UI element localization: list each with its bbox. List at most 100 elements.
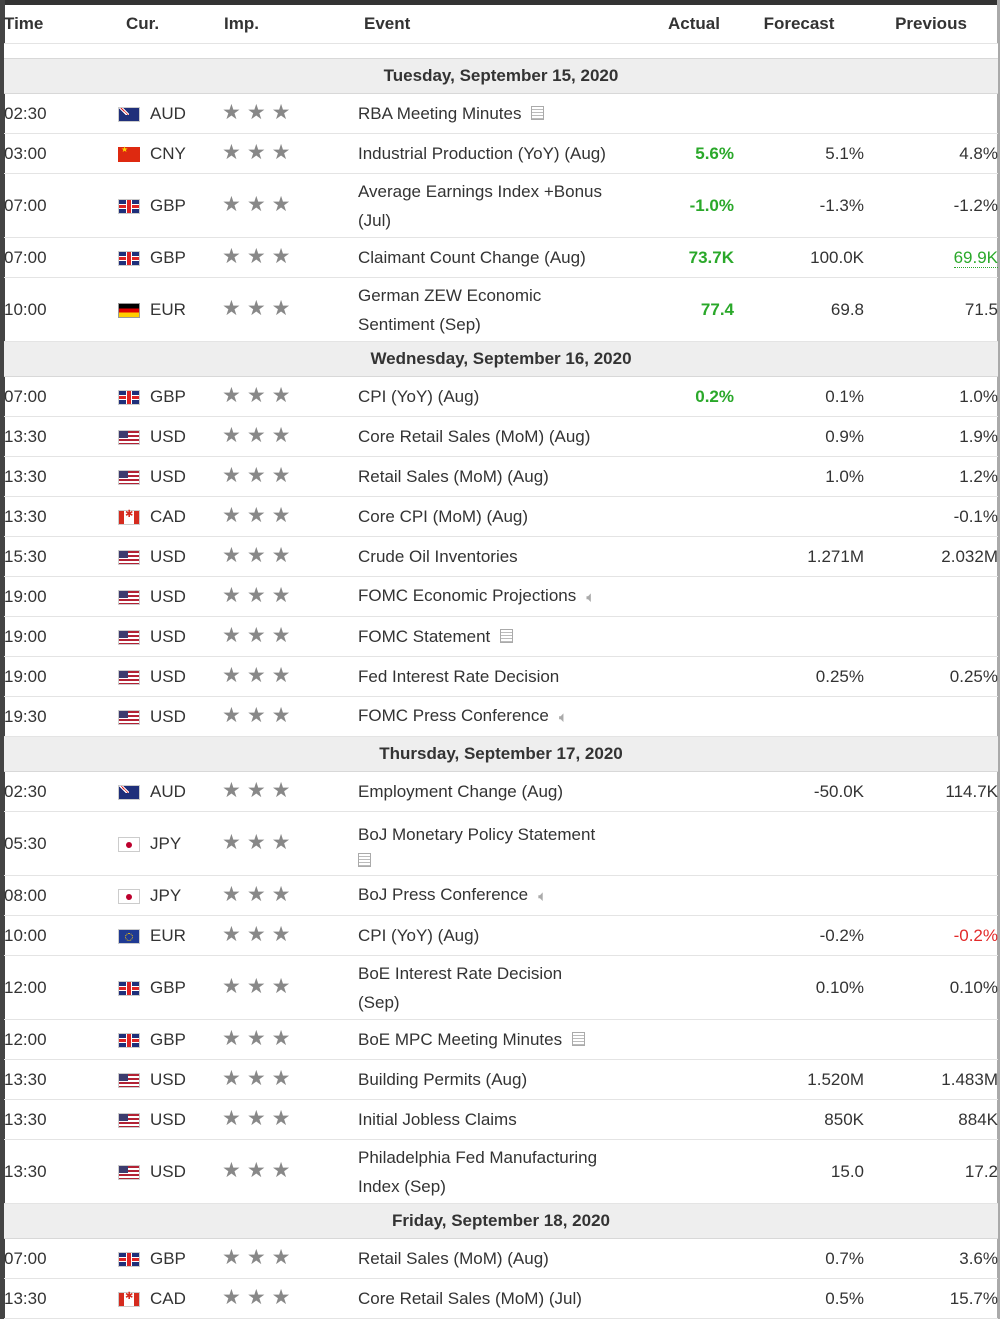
event-previous[interactable]: 69.9K [953, 247, 998, 268]
event-name[interactable]: Core Retail Sales (MoM) (Jul) [358, 1289, 582, 1308]
event-name[interactable]: Core CPI (MoM) (Aug) [358, 507, 529, 526]
document-icon[interactable] [500, 629, 514, 643]
event-cell[interactable]: BoE MPC Meeting Minutes [334, 1019, 644, 1060]
event-row[interactable]: 19:30 USD ★ ★ ★ FOMC Press Conference 🔈︎ [4, 696, 998, 737]
document-icon[interactable] [531, 106, 545, 120]
event-row[interactable]: 02:30 AUD ★ ★ ★ RBA Meeting Minutes [4, 93, 998, 134]
event-row[interactable]: 03:00CNY★★★Industrial Production (YoY) (… [4, 133, 998, 174]
event-name[interactable]: Initial Jobless Claims [358, 1110, 517, 1129]
event-name[interactable]: FOMC Statement [358, 627, 491, 646]
event-name[interactable]: German ZEW Economic Sentiment (Sep) [358, 285, 542, 334]
event-previous-cell [864, 93, 998, 134]
event-row[interactable]: 07:00 GBP ★ ★ ★ Retail Sales (MoM) (Aug) 0.7% 3… [4, 1238, 998, 1279]
event-name[interactable]: CPI (YoY) (Aug) [358, 926, 480, 945]
event-row[interactable]: 05:30 JPY ★ ★ ★ BoJ Monetary Policy Statement [4, 811, 998, 876]
event-row[interactable]: 10:00 EUR ★ ★ ★ CPI (YoY) (Aug) -0.2% -0.2% [4, 915, 998, 956]
event-cell[interactable]: Core Retail Sales (MoM) (Aug) [334, 416, 644, 457]
event-name[interactable]: Philadelphia Fed Manufacturing Index (Se… [358, 1147, 598, 1196]
event-cell[interactable]: BoJ Monetary Policy Statement [334, 811, 644, 876]
event-name[interactable]: Core Retail Sales (MoM) (Aug) [358, 427, 591, 446]
event-name[interactable]: BoJ Press Conference [358, 885, 529, 905]
event-name[interactable]: Fed Interest Rate Decision [358, 667, 560, 686]
event-cell[interactable]: Initial Jobless Claims [334, 1099, 644, 1140]
importance-stars: ★ ★ ★ [222, 780, 296, 802]
event-name[interactable]: Employment Change (Aug) [358, 782, 564, 801]
event-row[interactable]: 13:30 USD ★ ★ ★ Retail Sales (MoM) (Aug) 1.0% 1… [4, 456, 998, 497]
event-name[interactable]: Claimant Count Change (Aug) [358, 248, 586, 267]
speaker-icon[interactable]: 🔈︎ [538, 887, 548, 905]
header-event[interactable]: Event [334, 5, 644, 44]
event-cell[interactable]: Average Earnings Index +Bonus (Jul) [334, 173, 644, 238]
event-cell[interactable]: Retail Sales (MoM) (Aug) [334, 1238, 644, 1279]
us-flag-icon [118, 709, 140, 725]
event-row[interactable]: 19:00 USD ★ ★ ★ FOMC Statement [4, 616, 998, 657]
event-name[interactable]: BoE Interest Rate Decision (Sep) [358, 963, 563, 1012]
event-row[interactable]: 13:30 USD ★ ★ ★ Initial Jobless Claims 850K 884… [4, 1099, 998, 1140]
speaker-icon[interactable]: 🔈︎ [558, 708, 568, 726]
speaker-icon[interactable]: 🔈︎ [586, 588, 596, 606]
event-cell[interactable]: Retail Sales (MoM) (Aug) [334, 456, 644, 497]
event-row[interactable]: 19:00 USD ★ ★ ★ Fed Interest Rate Decision 0.2… [4, 656, 998, 697]
event-row[interactable]: 10:00 EUR ★ ★ ★ German ZEW Economic Sentiment… [4, 277, 998, 342]
event-row[interactable]: 13:30CAD★★★Core Retail Sales (MoM) (Jul)… [4, 1278, 998, 1319]
event-cell[interactable]: BoJ Press Conference 🔈︎ [334, 875, 644, 916]
event-name[interactable]: BoE MPC Meeting Minutes [358, 1030, 563, 1049]
event-name[interactable]: BoJ Monetary Policy Statement [358, 825, 596, 844]
event-row[interactable]: 13:30 USD ★ ★ ★ Philadelphia Fed Manufacturin… [4, 1139, 998, 1204]
event-cell[interactable]: Philadelphia Fed Manufacturing Index (Se… [334, 1139, 644, 1204]
event-name[interactable]: Crude Oil Inventories [358, 547, 518, 566]
event-row[interactable]: 13:30 USD ★ ★ ★ Building Permits (Aug) 1.520M 1… [4, 1059, 998, 1100]
event-name[interactable]: RBA Meeting Minutes [358, 104, 522, 123]
event-name[interactable]: Building Permits (Aug) [358, 1070, 528, 1089]
event-row[interactable]: 13:30CAD★★★Core CPI (MoM) (Aug)-0.1% [4, 496, 998, 537]
event-row[interactable]: 19:00 USD ★ ★ ★ FOMC Economic Projections 🔈︎ [4, 576, 998, 617]
event-row[interactable]: 02:30 AUD ★ ★ ★ Employment Change (Aug) -50.0K… [4, 771, 998, 812]
event-name[interactable]: Average Earnings Index +Bonus (Jul) [358, 181, 602, 230]
event-row[interactable]: 08:00 JPY ★ ★ ★ BoJ Press Conference 🔈︎ [4, 875, 998, 916]
event-name[interactable]: Retail Sales (MoM) (Aug) [358, 1249, 549, 1268]
document-icon[interactable] [358, 853, 371, 867]
event-cell[interactable]: FOMC Statement [334, 616, 644, 657]
event-forecast: -1.3% [734, 173, 864, 238]
star-icon: ★ [222, 141, 241, 164]
event-cell[interactable]: Building Permits (Aug) [334, 1059, 644, 1100]
event-name[interactable]: CPI (YoY) (Aug) [358, 387, 480, 406]
event-currency-cell: JPY [84, 811, 194, 876]
event-cell[interactable]: Fed Interest Rate Decision [334, 656, 644, 697]
event-previous: 71.5 [964, 299, 998, 319]
header-importance[interactable]: Imp. [194, 5, 334, 44]
event-name[interactable]: Industrial Production (YoY) (Aug) [358, 144, 606, 163]
header-time[interactable]: Time [4, 5, 84, 44]
event-row[interactable]: 07:00 GBP ★ ★ ★ Claimant Count Change (Aug) 73… [4, 237, 998, 278]
event-cell[interactable]: Industrial Production (YoY) (Aug) [334, 133, 644, 174]
header-previous[interactable]: Previous [864, 5, 998, 44]
event-name[interactable]: FOMC Economic Projections [358, 586, 577, 606]
event-forecast: 1.0% [734, 456, 864, 497]
event-cell[interactable]: FOMC Press Conference 🔈︎ [334, 696, 644, 737]
event-previous-cell: -1.2% [864, 173, 998, 238]
event-cell[interactable]: CPI (YoY) (Aug) [334, 915, 644, 956]
event-cell[interactable]: Core CPI (MoM) (Aug) [334, 496, 644, 537]
event-cell[interactable]: Employment Change (Aug) [334, 771, 644, 812]
event-row[interactable]: 12:00 GBP ★ ★ ★ BoE Interest Rate Decision (S… [4, 955, 998, 1020]
event-row[interactable]: 15:30 USD ★ ★ ★ Crude Oil Inventories 1.271M 2.… [4, 536, 998, 577]
event-row[interactable]: 13:30 USD ★ ★ ★ Core Retail Sales (MoM) (Aug)… [4, 416, 998, 457]
event-cell[interactable]: Claimant Count Change (Aug) [334, 237, 644, 278]
event-name[interactable]: FOMC Press Conference [358, 706, 549, 726]
event-row[interactable]: 07:00 GBP ★ ★ ★ Average Earnings Index +Bonus… [4, 173, 998, 238]
event-cell[interactable]: BoE Interest Rate Decision (Sep) [334, 955, 644, 1020]
header-actual[interactable]: Actual [644, 5, 734, 44]
star-icon: ★ [271, 1159, 291, 1182]
event-cell[interactable]: CPI (YoY) (Aug) [334, 376, 644, 417]
event-row[interactable]: 07:00 GBP ★ ★ ★ CPI (YoY) (Aug) 0.2% 0.1% 1.0% [4, 376, 998, 417]
event-row[interactable]: 12:00 GBP ★ ★ ★ BoE MPC Meeting Minutes [4, 1019, 998, 1060]
event-name[interactable]: Retail Sales (MoM) (Aug) [358, 467, 549, 486]
event-cell[interactable]: German ZEW Economic Sentiment (Sep) [334, 277, 644, 342]
event-cell[interactable]: Crude Oil Inventories [334, 536, 644, 577]
document-icon[interactable] [572, 1032, 586, 1046]
header-forecast[interactable]: Forecast [734, 5, 864, 44]
event-cell[interactable]: Core Retail Sales (MoM) (Jul) [334, 1278, 644, 1319]
event-cell[interactable]: FOMC Economic Projections 🔈︎ [334, 576, 644, 617]
event-cell[interactable]: RBA Meeting Minutes [334, 93, 644, 134]
header-currency[interactable]: Cur. [84, 5, 194, 44]
